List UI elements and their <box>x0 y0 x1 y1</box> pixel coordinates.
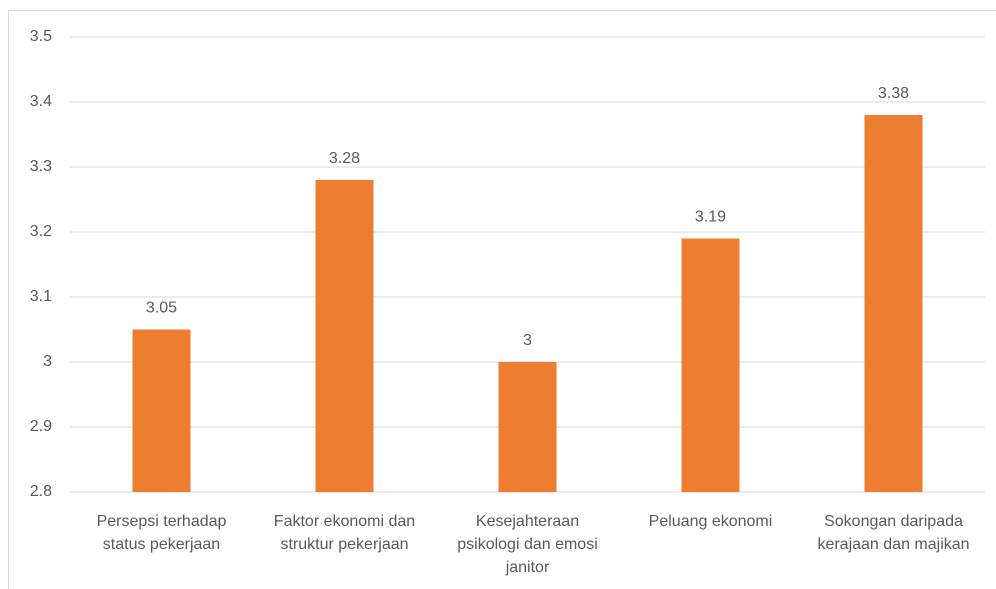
data-label: 3.38 <box>878 85 909 102</box>
bar <box>864 115 923 492</box>
data-label: 3.05 <box>146 300 177 317</box>
data-label: 3 <box>523 332 532 349</box>
x-tick-label: Faktor ekonomi dan struktur pekerjaan <box>274 513 415 553</box>
y-tick-label: 3 <box>43 353 52 370</box>
y-tick-label: 3.2 <box>30 223 52 240</box>
data-label: 3.28 <box>329 150 360 167</box>
x-tick-label: Peluang ekonomi <box>649 513 773 530</box>
x-tick-label: Persepsi terhadap status pekerjaan <box>97 513 227 553</box>
y-tick-label: 2.9 <box>30 418 52 435</box>
bar <box>315 180 374 492</box>
y-tick-label: 2.8 <box>30 483 52 500</box>
bar <box>498 362 557 492</box>
y-tick-label: 3.5 <box>30 28 52 45</box>
x-tick-label: Kesejahteraan psikologi dan emosi janitor <box>457 513 598 576</box>
y-tick-label: 3.3 <box>30 158 52 175</box>
bar <box>132 329 191 492</box>
bar <box>681 238 740 492</box>
data-label: 3.19 <box>695 209 726 226</box>
x-tick-label: Sokongan daripada kerajaan dan majikan <box>817 513 969 553</box>
y-tick-label: 3.1 <box>30 288 52 305</box>
chart-frame <box>8 10 996 589</box>
y-tick-label: 3.4 <box>30 93 52 110</box>
